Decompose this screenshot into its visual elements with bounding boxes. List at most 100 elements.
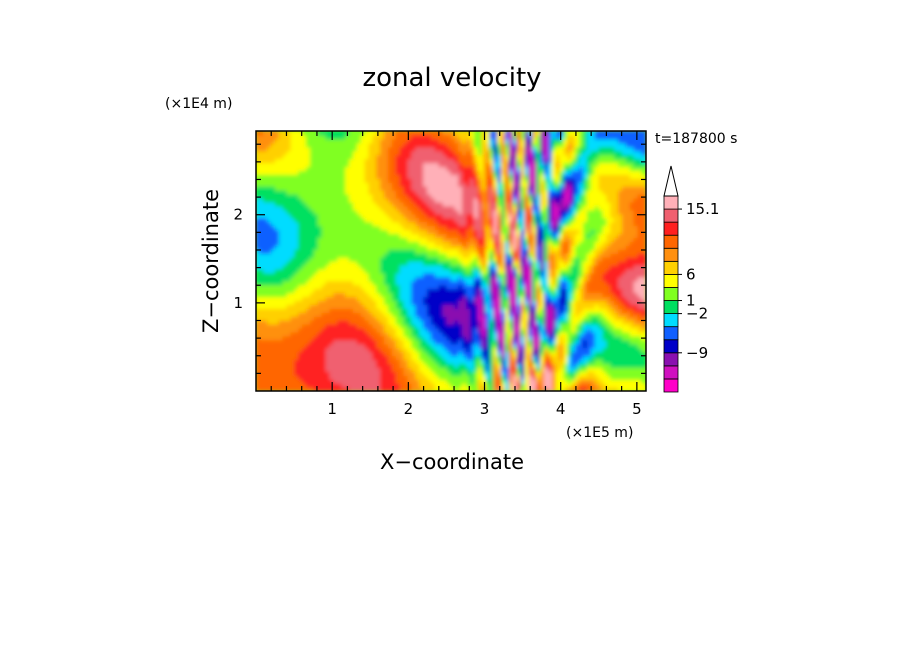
heatmap-cell xyxy=(352,272,358,278)
heatmap-cell xyxy=(372,205,378,211)
heatmap-cell xyxy=(282,291,288,298)
heatmap-cell xyxy=(372,197,378,203)
heatmap-cell xyxy=(446,358,452,365)
heatmap-cell xyxy=(360,146,366,152)
heatmap-cell xyxy=(485,252,491,258)
heatmap-cell xyxy=(516,173,522,179)
heatmap-cell xyxy=(341,165,347,171)
heatmap-cell xyxy=(349,343,355,349)
heatmap-cell xyxy=(259,351,265,357)
heatmap-cell xyxy=(294,362,300,368)
heatmap-cell xyxy=(278,335,284,341)
heatmap-cell xyxy=(317,362,323,368)
heatmap-cell xyxy=(317,221,323,227)
heatmap-cell xyxy=(516,358,522,365)
heatmap-cell xyxy=(528,244,534,250)
heatmap-cell xyxy=(364,185,370,191)
heatmap-cell xyxy=(446,150,452,156)
heatmap-cell xyxy=(419,303,425,309)
heatmap-cell xyxy=(333,351,339,357)
heatmap-cell xyxy=(263,331,269,337)
heatmap-cell xyxy=(263,189,269,195)
heatmap-cell xyxy=(294,378,300,384)
heatmap-cell xyxy=(411,366,417,372)
heatmap-cell xyxy=(454,197,460,203)
heatmap-cell xyxy=(512,311,518,317)
heatmap-cell xyxy=(411,303,417,309)
heatmap-cell xyxy=(473,197,479,203)
heatmap-cell xyxy=(466,331,472,337)
heatmap-cell xyxy=(516,291,522,298)
heatmap-cell xyxy=(290,280,296,286)
heatmap-cell xyxy=(407,284,413,290)
heatmap-cell xyxy=(263,154,269,160)
heatmap-cell xyxy=(466,201,472,207)
heatmap-cell xyxy=(547,244,553,250)
heatmap-cell xyxy=(391,307,397,313)
heatmap-cell xyxy=(360,161,366,168)
heatmap-cell xyxy=(352,169,358,175)
heatmap-cell xyxy=(364,173,370,179)
heatmap-cell xyxy=(481,197,487,203)
heatmap-cell xyxy=(446,177,452,183)
heatmap-cell xyxy=(337,256,343,262)
heatmap-cell xyxy=(256,193,261,199)
heatmap-cell xyxy=(329,217,335,223)
heatmap-cell xyxy=(341,327,347,333)
heatmap-cell xyxy=(368,284,374,290)
heatmap-cell xyxy=(376,299,382,305)
heatmap-cell xyxy=(528,150,534,156)
heatmap-cell xyxy=(399,323,405,329)
heatmap-cell xyxy=(544,189,550,195)
heatmap-cell xyxy=(380,343,386,349)
heatmap-cell xyxy=(274,331,280,337)
heatmap-cell xyxy=(497,209,503,215)
heatmap-cell xyxy=(403,354,409,361)
heatmap-cell xyxy=(360,228,366,235)
heatmap-cell xyxy=(286,248,292,254)
heatmap-cell xyxy=(403,303,409,309)
heatmap-cell xyxy=(430,347,436,353)
heatmap-cell xyxy=(267,260,273,266)
heatmap-cell xyxy=(282,224,288,231)
heatmap-cell xyxy=(306,339,312,345)
heatmap-cell xyxy=(423,284,429,290)
heatmap-cell xyxy=(505,276,511,282)
heatmap-cell xyxy=(376,138,382,144)
heatmap-cell xyxy=(306,146,312,152)
heatmap-cell xyxy=(290,276,296,282)
heatmap-cell xyxy=(450,173,456,179)
heatmap-cell xyxy=(423,181,429,187)
heatmap-cell xyxy=(298,343,304,349)
heatmap-cell xyxy=(489,315,495,321)
heatmap-cell xyxy=(278,252,284,258)
heatmap-cell xyxy=(544,138,550,144)
heatmap-cell xyxy=(477,236,483,242)
heatmap-cell xyxy=(345,138,351,144)
heatmap-cell xyxy=(524,295,530,301)
heatmap-cell xyxy=(263,134,269,140)
heatmap-cell xyxy=(294,248,300,254)
heatmap-cell xyxy=(380,221,386,227)
heatmap-cell xyxy=(469,366,475,372)
heatmap-cell xyxy=(423,154,429,160)
heatmap-cell xyxy=(388,213,394,219)
heatmap-cell xyxy=(391,217,397,223)
heatmap-cell xyxy=(274,173,280,179)
heatmap-cell xyxy=(313,213,319,219)
heatmap-cell xyxy=(271,157,277,164)
heatmap-cell xyxy=(505,343,511,349)
heatmap-cell xyxy=(302,252,308,258)
heatmap-cell xyxy=(356,299,362,305)
heatmap-cell xyxy=(547,248,553,254)
heatmap-cell xyxy=(407,193,413,199)
heatmap-cell xyxy=(349,146,355,152)
heatmap-cell xyxy=(485,280,491,286)
heatmap-cell xyxy=(462,291,468,298)
heatmap-cell xyxy=(407,276,413,282)
heatmap-cell xyxy=(310,382,316,388)
heatmap-cell xyxy=(458,169,464,175)
heatmap-cell xyxy=(466,311,472,317)
heatmap-cell xyxy=(271,287,277,294)
heatmap-cell xyxy=(286,272,292,278)
